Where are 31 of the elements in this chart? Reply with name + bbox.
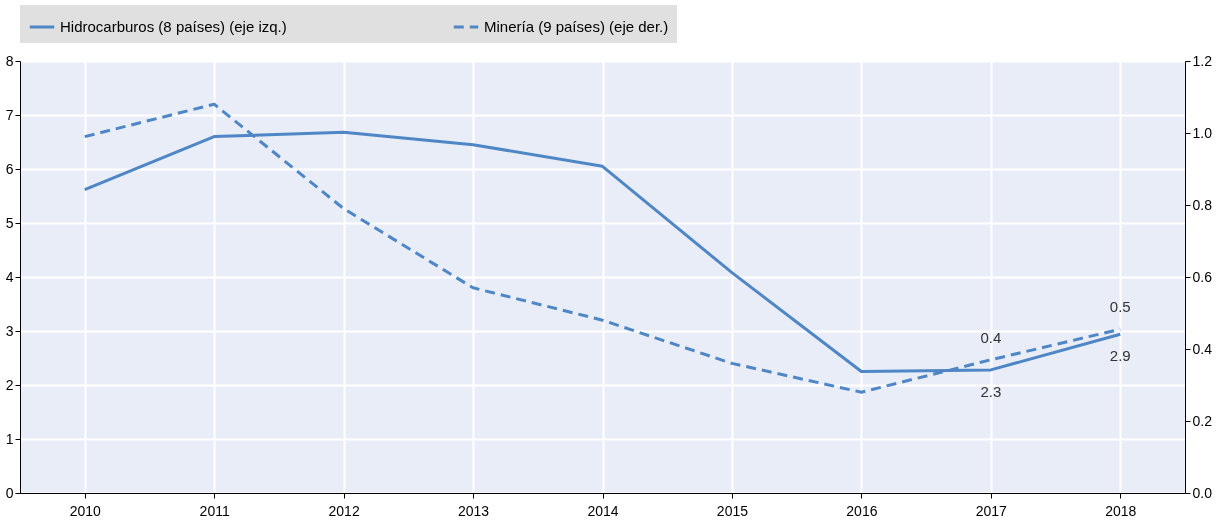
data-label: 2.9 bbox=[1109, 347, 1131, 365]
x-tick-label: 2010 bbox=[69, 502, 101, 519]
data-label: 0.5 bbox=[1109, 298, 1131, 316]
legend-label: Hidrocarburos (8 países) (eje izq.) bbox=[60, 18, 287, 35]
x-tick-label: 2016 bbox=[846, 502, 878, 519]
y-tick-label: 2 bbox=[5, 376, 14, 393]
y-tick-label: 6 bbox=[5, 160, 14, 177]
x-tick-label: 2011 bbox=[199, 502, 230, 519]
x-tick-label: 2014 bbox=[587, 502, 619, 519]
legend-label: Minería (9 países) (eje der.) bbox=[484, 18, 669, 35]
y2-tick-label: 0.6 bbox=[1192, 268, 1213, 285]
y-tick-label: 4 bbox=[5, 268, 14, 285]
y-tick-label: 3 bbox=[5, 322, 14, 339]
data-label: 2.3 bbox=[980, 382, 1002, 400]
y2-tick-label: 0.2 bbox=[1192, 412, 1213, 429]
y2-tick-label: 0.4 bbox=[1192, 340, 1213, 357]
y2-tick-label: 0.0 bbox=[1192, 484, 1213, 501]
y-tick-label: 1 bbox=[5, 430, 14, 447]
y2-tick-label: 1.0 bbox=[1192, 124, 1213, 141]
x-tick-label: 2017 bbox=[975, 502, 1008, 519]
y2-tick-label: 1.2 bbox=[1192, 52, 1213, 69]
data-label: 0.4 bbox=[980, 328, 1002, 346]
y-tick-label: 0 bbox=[5, 484, 14, 501]
x-tick-label: 2013 bbox=[457, 502, 490, 519]
y-tick-label: 7 bbox=[5, 106, 14, 123]
x-tick-label: 2015 bbox=[716, 502, 749, 519]
y-tick-label: 8 bbox=[5, 52, 14, 69]
x-tick-label: 2012 bbox=[328, 502, 360, 519]
x-tick-label: 2018 bbox=[1105, 502, 1137, 519]
y2-tick-label: 0.8 bbox=[1192, 196, 1213, 213]
y-tick-label: 5 bbox=[5, 214, 14, 231]
